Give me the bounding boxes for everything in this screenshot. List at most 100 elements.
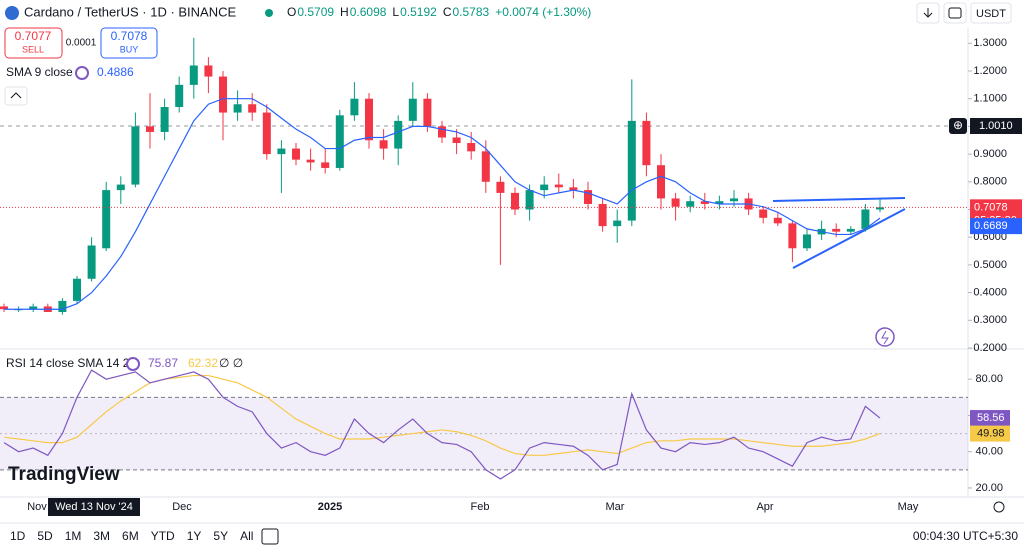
ohlc-key: H	[340, 5, 349, 19]
rsi-line	[3, 369, 881, 480]
trend-line[interactable]	[792, 208, 906, 269]
y-tick-label: 0.4000	[973, 287, 1007, 299]
range-button[interactable]: 5D	[37, 529, 53, 543]
symbol-title[interactable]: Cardano / TetherUS · 1D · BINANCE	[24, 4, 236, 19]
sma-last: 0.6689	[974, 220, 1008, 232]
candle-body	[511, 192, 519, 210]
ohlc-value: 0.5783	[452, 5, 489, 19]
candle-body	[671, 198, 680, 207]
range-button[interactable]: 1Y	[187, 529, 202, 543]
sma-legend-value: 0.4886	[97, 65, 134, 79]
candle-body	[175, 84, 184, 108]
sma-tag	[970, 218, 1022, 235]
rsi-legend[interactable]: RSI 14 close SMA 14 2	[6, 356, 130, 370]
range-button[interactable]: 6M	[122, 529, 139, 543]
rsi-last: 58.56	[977, 412, 1005, 424]
x-tick-label: Apr	[756, 501, 773, 513]
x-tick-label: 2025	[318, 501, 342, 513]
x-tick-label: Dec	[172, 501, 192, 513]
rsi-tag	[970, 410, 1010, 427]
buy-price: 0.7078	[111, 29, 148, 43]
candle-body	[686, 201, 695, 207]
range-button[interactable]: 5Y	[213, 529, 228, 543]
collapse-button[interactable]	[4, 86, 28, 106]
ohlc-key: O	[287, 5, 296, 19]
candle-body	[29, 306, 38, 310]
buy-button[interactable]	[100, 27, 158, 59]
ohlc-key: L	[392, 5, 399, 19]
candle-body	[233, 104, 242, 113]
calendar-icon[interactable]	[261, 528, 279, 545]
range-button[interactable]: YTD	[151, 529, 175, 543]
settings-icon[interactable]	[126, 357, 140, 371]
y-tick-label: 1.3000	[973, 37, 1007, 49]
candle-body	[657, 165, 665, 199]
rsi-legend-value: 75.87	[148, 356, 178, 370]
range-button[interactable]: 1M	[65, 529, 82, 543]
fullscreen-icon	[948, 7, 962, 19]
currency: USDT	[976, 8, 1006, 20]
candle-body	[262, 112, 271, 155]
candle-body	[627, 120, 636, 221]
ohlc-value: 0.5709	[297, 5, 334, 19]
plot: 1.30001.20001.10001.00000.90000.80000.70…	[0, 37, 1022, 513]
y-tick-label: 0.2000	[973, 342, 1007, 354]
candle-body	[700, 201, 709, 204]
sell-button[interactable]	[4, 27, 63, 59]
candle-body	[803, 234, 811, 249]
candle-body	[321, 162, 330, 168]
crosshair-date: Wed 13 Nov '24	[55, 501, 133, 513]
candle-body	[423, 98, 432, 127]
rsi-sma-tag	[970, 425, 1010, 442]
candle-body	[102, 190, 111, 249]
candle-body	[58, 300, 67, 312]
plus: ⊕	[953, 118, 963, 132]
candle-body	[832, 228, 841, 232]
ohlc-key: C	[443, 5, 452, 19]
candle-body	[438, 126, 446, 138]
logo[interactable]: TradingView	[8, 464, 120, 485]
candle-body	[613, 220, 622, 227]
crosshair-price: 1.0010	[979, 120, 1013, 132]
currency-button[interactable]	[970, 2, 1012, 24]
fullscreen-button[interactable]	[943, 2, 967, 24]
bolt	[881, 330, 889, 345]
candle-body	[876, 207, 884, 210]
candle-body	[715, 201, 724, 204]
zoom-button[interactable]	[949, 118, 967, 134]
y-tick-label: 0.5000	[973, 259, 1007, 271]
x-tick-label: Nov	[27, 501, 47, 513]
rsi-sma-legend-value: 62.32	[188, 356, 218, 370]
ohlc-legend: O 0.5709 H 0.6098 L 0.5192 C 0.5783 +0.0074 (+1.…	[287, 5, 591, 19]
candle-body	[116, 184, 125, 191]
candle-body	[277, 148, 286, 155]
range-button[interactable]: All	[240, 529, 253, 543]
candle-body	[467, 143, 476, 152]
range-button[interactable]: 3M	[93, 529, 110, 543]
candle-body	[292, 148, 300, 160]
rsi-sma-last: 49.98	[977, 428, 1005, 440]
candle-body	[73, 278, 81, 301]
rsi-tick-label: 80.00	[975, 373, 1003, 385]
range-bar: 1D 5D 1M 3M 6M YTD 1Y 5Y All	[10, 529, 253, 543]
crosshair-date-tag	[48, 498, 140, 516]
arrow-icon	[923, 8, 933, 18]
settings-icon[interactable]	[993, 501, 1005, 513]
alert-icon[interactable]	[875, 327, 895, 347]
candle-body	[861, 209, 870, 229]
spread: 0.0001	[66, 38, 97, 49]
candle-body	[146, 126, 154, 132]
candle-body	[87, 245, 96, 279]
sma-legend[interactable]: SMA 9 close	[6, 65, 73, 79]
candle-body	[394, 120, 403, 149]
candle-body	[306, 159, 315, 163]
candle-body	[248, 104, 257, 113]
candle-body	[481, 151, 490, 182]
crosshair-price-tag	[970, 118, 1022, 134]
range-button[interactable]: 1D	[10, 529, 26, 543]
settings-icon[interactable]	[75, 66, 89, 80]
buy-label: BUY	[120, 44, 139, 54]
candle-body	[642, 120, 651, 166]
trend-line[interactable]	[772, 197, 906, 202]
